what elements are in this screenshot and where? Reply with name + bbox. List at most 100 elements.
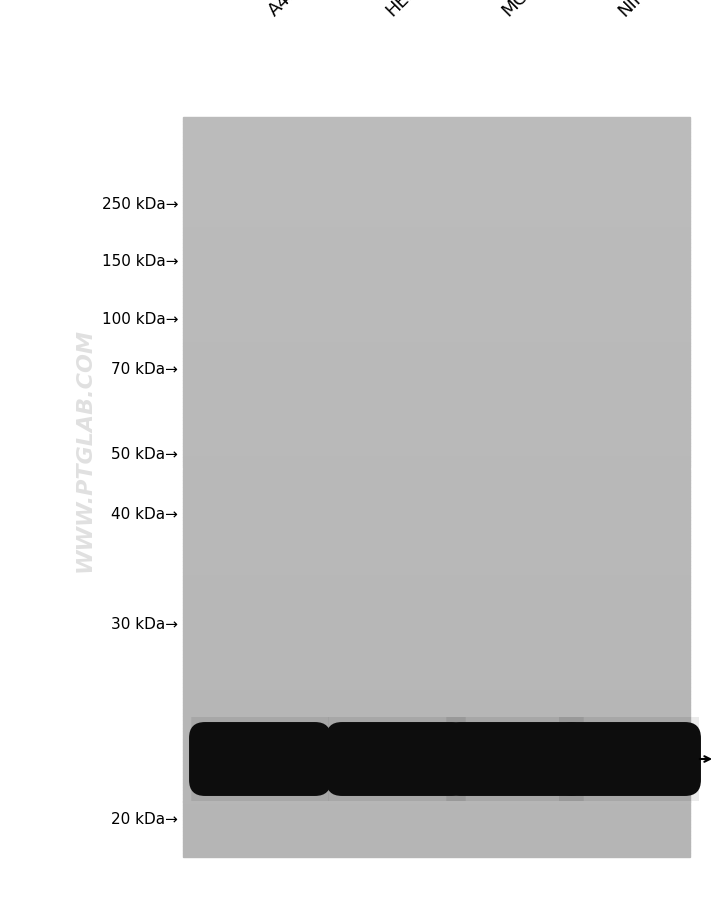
- Bar: [183, 742, 690, 746]
- Bar: [183, 795, 690, 798]
- Bar: [183, 510, 690, 513]
- Bar: [183, 705, 690, 709]
- Text: 50 kDa→: 50 kDa→: [111, 447, 178, 462]
- Bar: [183, 480, 690, 483]
- Bar: [183, 125, 690, 129]
- Bar: [183, 170, 690, 173]
- Bar: [183, 226, 690, 229]
- Text: 30 kDa→: 30 kDa→: [111, 617, 178, 631]
- Bar: [183, 702, 690, 705]
- Bar: [183, 528, 690, 532]
- Bar: [183, 650, 690, 654]
- Bar: [183, 805, 690, 809]
- Bar: [183, 735, 690, 739]
- Bar: [183, 184, 690, 189]
- Bar: [183, 802, 690, 805]
- Bar: [183, 709, 690, 713]
- Bar: [183, 210, 690, 214]
- Bar: [183, 162, 690, 166]
- Bar: [183, 221, 690, 226]
- Bar: [183, 761, 690, 765]
- Bar: [183, 591, 690, 594]
- Text: 70 kDa→: 70 kDa→: [111, 362, 178, 377]
- Bar: [183, 173, 690, 177]
- Bar: [183, 288, 690, 291]
- Bar: [183, 750, 690, 753]
- Bar: [183, 229, 690, 233]
- Bar: [183, 584, 690, 587]
- Bar: [183, 846, 690, 850]
- Bar: [183, 254, 690, 258]
- Bar: [183, 506, 690, 510]
- Bar: [183, 647, 690, 650]
- Bar: [183, 698, 690, 702]
- Bar: [183, 406, 690, 410]
- FancyBboxPatch shape: [459, 734, 572, 785]
- Bar: [183, 654, 690, 658]
- Bar: [183, 122, 690, 125]
- Bar: [183, 827, 690, 831]
- Bar: [183, 291, 690, 295]
- Bar: [183, 376, 690, 381]
- Bar: [183, 462, 690, 465]
- Bar: [183, 281, 690, 284]
- Bar: [183, 850, 690, 853]
- Bar: [183, 613, 690, 617]
- Bar: [183, 547, 690, 550]
- Bar: [183, 273, 690, 277]
- Bar: [183, 307, 690, 310]
- FancyBboxPatch shape: [189, 723, 331, 796]
- FancyBboxPatch shape: [336, 728, 457, 791]
- Bar: [183, 277, 690, 281]
- Bar: [183, 576, 690, 580]
- Bar: [183, 299, 690, 303]
- Bar: [183, 476, 690, 480]
- Bar: [183, 240, 690, 244]
- Bar: [183, 536, 690, 539]
- Bar: [183, 635, 690, 639]
- Bar: [183, 809, 690, 813]
- Bar: [183, 550, 690, 554]
- Text: MCF-7: MCF-7: [498, 0, 551, 20]
- Bar: [183, 495, 690, 499]
- Bar: [183, 340, 690, 344]
- Bar: [183, 679, 690, 684]
- Bar: [183, 573, 690, 576]
- FancyBboxPatch shape: [446, 717, 584, 801]
- Bar: [183, 428, 690, 432]
- Bar: [183, 513, 690, 517]
- Bar: [183, 402, 690, 406]
- Bar: [183, 816, 690, 820]
- Bar: [183, 365, 690, 369]
- Bar: [183, 455, 690, 458]
- Bar: [183, 691, 690, 695]
- Bar: [183, 395, 690, 399]
- Bar: [183, 262, 690, 266]
- Bar: [183, 695, 690, 698]
- Bar: [183, 180, 690, 184]
- Bar: [183, 565, 690, 569]
- FancyBboxPatch shape: [192, 717, 329, 801]
- FancyBboxPatch shape: [326, 723, 468, 796]
- FancyBboxPatch shape: [572, 734, 687, 785]
- Bar: [183, 580, 690, 584]
- Bar: [183, 284, 690, 288]
- Bar: [183, 758, 690, 761]
- Bar: [183, 790, 690, 795]
- Bar: [183, 325, 690, 328]
- Bar: [183, 362, 690, 365]
- Bar: [183, 665, 690, 668]
- Bar: [183, 787, 690, 790]
- Bar: [183, 824, 690, 827]
- Bar: [183, 418, 690, 421]
- Bar: [183, 820, 690, 824]
- Bar: [183, 136, 690, 140]
- Bar: [183, 373, 690, 376]
- Bar: [183, 351, 690, 354]
- Bar: [183, 732, 690, 735]
- Bar: [183, 561, 690, 565]
- Bar: [183, 251, 690, 254]
- Bar: [183, 247, 690, 251]
- Bar: [183, 776, 690, 779]
- Bar: [183, 196, 690, 199]
